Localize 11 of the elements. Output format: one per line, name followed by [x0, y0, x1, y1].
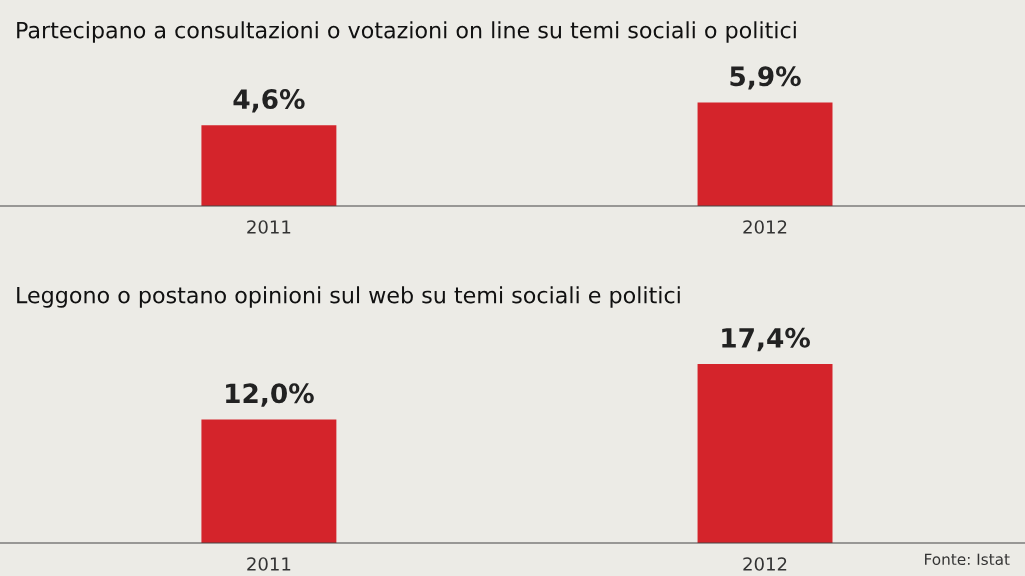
x-tick-label: 2011 — [247, 557, 291, 571]
x-tick-label: 2012 — [743, 220, 787, 234]
chart-title: Partecipano a consultazioni o votazioni on line su temi sociali o politici — [17, 21, 796, 43]
source-note: Fonte: Istat — [925, 553, 1010, 566]
x-tick-label: 2011 — [247, 220, 291, 234]
data-label: 4,6% — [233, 89, 305, 113]
chart-title: Leggono o postano opinioni sul web su temi sociali e politici — [17, 286, 680, 308]
data-label: 5,9% — [730, 66, 801, 90]
x-tick-label: 2012 — [743, 557, 787, 571]
data-label: 12,0% — [226, 383, 314, 407]
data-label: 17,4% — [722, 327, 810, 352]
